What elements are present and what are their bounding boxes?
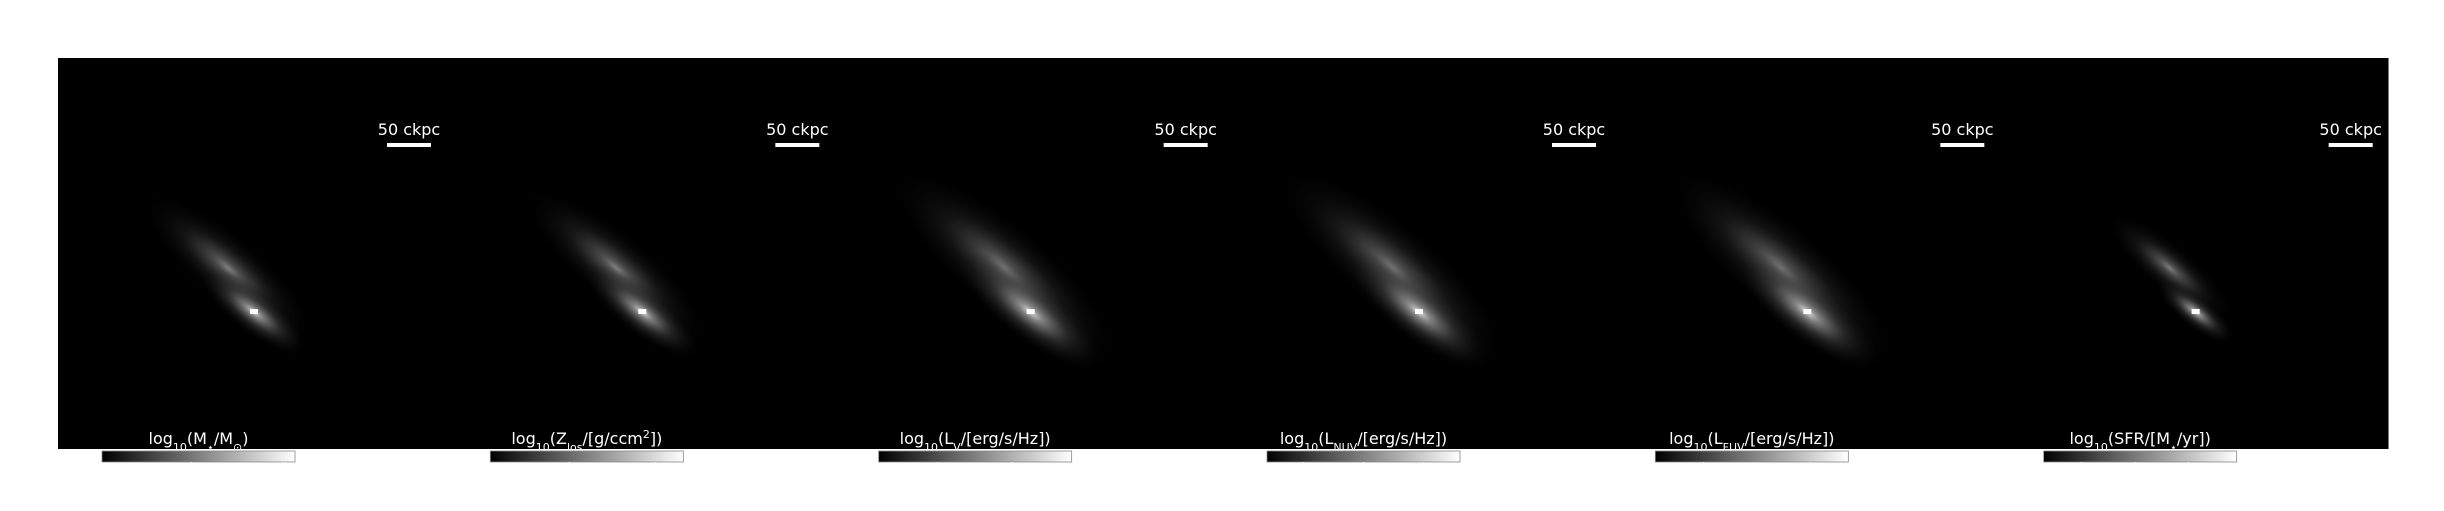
label-subscript: 10 [2094,441,2108,454]
colorbar [878,450,1073,463]
colorbar-label: log10(LV/[erg/s/Hz]) [900,429,1051,454]
panel: 50 ckpc log10(Zlos/[g/ccm2]) −5 0 [446,58,836,487]
colorbar-tick-label: 27 [1414,468,1434,487]
panel: 50 ckpc log10(SFR/[M⋆/yr]) 3 4 5 [1999,58,2389,487]
label-text: (Z [550,429,567,448]
label-text: (L [938,429,953,448]
label-text: log [511,429,535,448]
scale-label: 50 ckpc [1543,120,1605,139]
label-text: log [149,429,173,448]
galaxy-core [638,309,647,314]
label-text: (L [1318,429,1333,448]
colorbar-label: log10(M⋆/M⊙) [149,429,249,454]
colorbar-tick-label: 26 [928,468,948,487]
scale-label: 50 ckpc [1931,120,1993,139]
panel-background [1999,58,2389,449]
colorbar-label: log10(LFUV/[erg/s/Hz]) [1669,429,1834,454]
panel: 50 ckpc log10(LNUV/[erg/s/Hz]) 25 26 27 [1223,58,1612,487]
label-subscript: ⋆ [2170,441,2177,454]
label-subscript: V [953,441,961,454]
label-text: log [1669,429,1693,448]
label-text: (M [187,429,207,448]
colorbar [489,450,684,463]
panel: 50 ckpc log10(LV/[erg/s/Hz]) 26 27 [834,58,1224,487]
colorbar-label: log10(Zlos/[g/ccm2]) [511,428,662,454]
colorbar-tick-label: −5 [558,468,582,487]
label-superscript: 2 [643,428,650,441]
colorbar-tick-label: 5 [2183,468,2193,487]
label-text: log [900,429,924,448]
colorbar-tick-label: 26 [1747,468,1767,487]
colorbar-tick-label: 27 [1801,468,1821,487]
label-subscript: 10 [536,441,550,454]
colorbar-label: log10(SFR/[M⋆/yr]) [2069,429,2210,454]
label-text: log [1280,429,1304,448]
scale-label: 50 ckpc [2319,120,2381,139]
colorbar-tick-label: 4 [2130,468,2140,487]
label-subscript: FUV [1723,441,1745,454]
colorbar [1654,450,1849,463]
colorbar-label: log10(LNUV/[erg/s/Hz]) [1280,429,1447,454]
label-text: (L [1708,429,1723,448]
colorbar-tick-label: 27 [1002,468,1022,487]
label-text: ) [242,429,248,448]
label-subscript: 10 [1694,441,1708,454]
scale-label: 50 ckpc [378,120,440,139]
colorbar-tick-label: 0 [651,468,661,487]
colorbar [2043,450,2238,463]
colorbar-tick-label: 8 [186,468,196,487]
label-subscript: 10 [173,441,187,454]
galaxy-halo [2104,211,2235,325]
colorbar [101,450,296,463]
label-text: ]) [650,429,662,448]
colorbar [1266,450,1461,463]
label-text: /M [214,429,233,448]
colorbar-tick-label: 3 [2076,468,2086,487]
label-text: (SFR/[M [2108,429,2170,448]
label-subscript: 10 [1304,441,1318,454]
galaxy-core [1803,309,1812,314]
label-subscript: 10 [924,441,938,454]
colorbar-tick-label: 10 [275,468,295,487]
panel: 50 ckpc log10(LFUV/[erg/s/Hz]) 25 26 27 [1611,58,2001,487]
label-subscript: ⊙ [233,441,242,454]
label-subscript: ⋆ [207,441,214,454]
label-subscript: NUV [1333,441,1357,454]
label-text: /[g/ccm [582,429,642,448]
label-text: /[erg/s/Hz]) [1357,429,1447,448]
galaxy-core [1415,309,1423,314]
label-text: /[erg/s/Hz]) [961,429,1051,448]
galaxy-core [2191,309,2200,314]
colorbar-tick-label: 25 [1693,468,1713,487]
galaxy-core [1026,309,1035,314]
galaxy-core [250,309,258,314]
scale-label: 50 ckpc [766,120,828,139]
colorbar-tick-label: 26 [1353,468,1373,487]
label-text: /[erg/s/Hz]) [1745,429,1835,448]
label-text: /yr]) [2177,429,2211,448]
label-text: log [2069,429,2093,448]
colorbar-tick-label: 25 [1293,468,1313,487]
label-subscript: los [567,441,583,454]
scale-label: 50 ckpc [1154,120,1216,139]
